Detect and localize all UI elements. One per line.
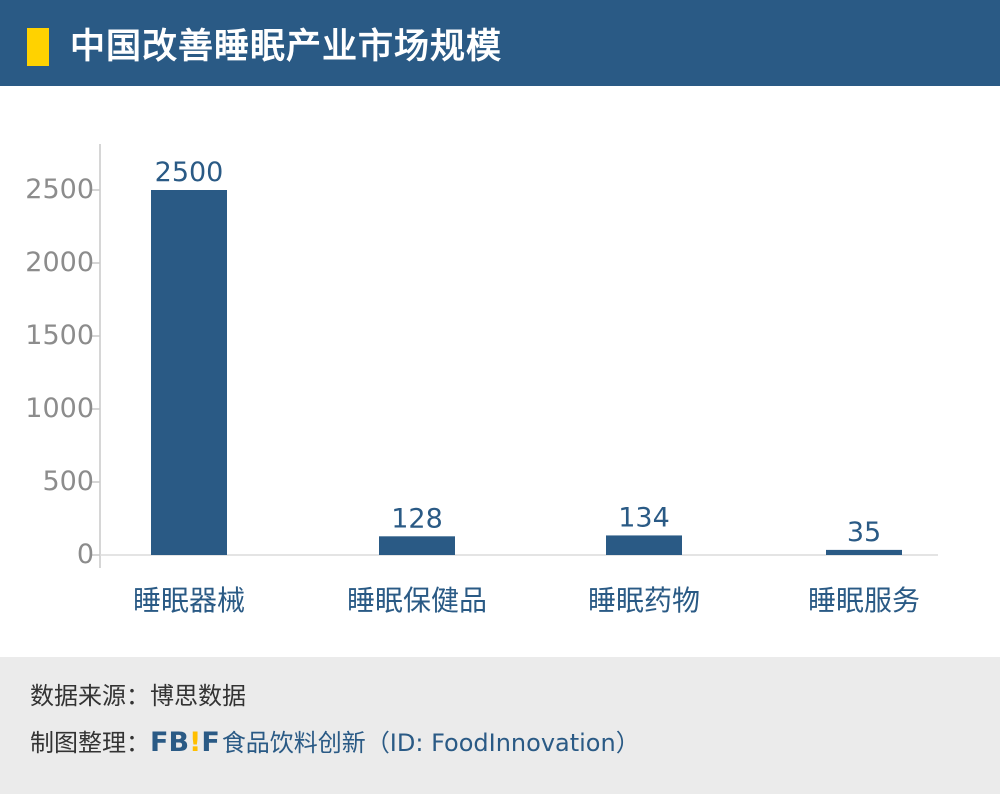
logo-text-fb: FB — [150, 727, 190, 758]
y-tick-label: 1500 — [25, 320, 94, 351]
logo-text-bang: ! — [189, 727, 202, 758]
data-label: 128 — [391, 503, 443, 534]
y-tick-label: 2500 — [25, 174, 94, 205]
maker-line: 制图整理：FB!F食品饮料创新（ID: FoodInnovation） — [30, 727, 640, 759]
axes: 0 500 1000 1500 2000 2500 — [25, 144, 938, 570]
source-label: 数据来源： — [30, 682, 150, 710]
bar-3 — [606, 535, 682, 555]
bar-chart: 0 500 1000 1500 2000 2500 2500 睡眠器械 128 睡眠保健品 134… — [0, 86, 1000, 656]
bar-1 — [151, 190, 227, 555]
data-label: 134 — [618, 502, 670, 533]
y-tick-label: 1000 — [25, 393, 94, 424]
maker-name: 食品饮料创新 — [221, 729, 366, 757]
data-label: 35 — [847, 517, 881, 548]
source-value: 博思数据 — [150, 682, 246, 710]
bar-4 — [826, 549, 902, 555]
x-category-label: 睡眠药物 — [588, 584, 700, 617]
x-category-label: 睡眠器械 — [133, 584, 245, 617]
bars — [151, 190, 902, 555]
y-tick-label: 0 — [77, 539, 94, 570]
x-category-label: 睡眠服务 — [808, 584, 920, 617]
maker-id: （ID: FoodInnovation） — [365, 729, 640, 757]
fbif-logo: FB!F — [150, 727, 220, 759]
bar-2 — [379, 536, 455, 555]
logo-text-f: F — [201, 727, 220, 758]
chart-title: 中国改善睡眠产业市场规模 — [70, 27, 503, 67]
y-tick-label: 500 — [42, 466, 94, 497]
chart-footer: 数据来源：博思数据 制图整理：FB!F食品饮料创新（ID: FoodInnova… — [0, 657, 1000, 794]
header-accent-bar — [27, 28, 49, 66]
data-labels: 2500 睡眠器械 128 睡眠保健品 134 睡眠药物 35 睡眠服务 — [133, 157, 920, 617]
data-label: 2500 — [155, 157, 224, 188]
maker-label: 制图整理： — [30, 729, 150, 757]
source-line: 数据来源：博思数据 — [30, 680, 246, 712]
bar-chart-svg: 0 500 1000 1500 2000 2500 2500 睡眠器械 128 睡眠保健品 134… — [25, 144, 938, 617]
y-tick-label: 2000 — [25, 247, 94, 278]
chart-header: 中国改善睡眠产业市场规模 — [0, 0, 1000, 86]
x-category-label: 睡眠保健品 — [347, 584, 487, 617]
